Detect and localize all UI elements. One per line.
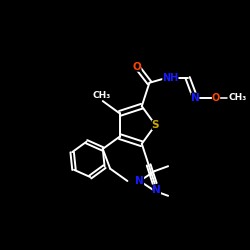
- Text: S: S: [152, 120, 159, 130]
- Text: CH₃: CH₃: [92, 91, 111, 100]
- Text: N: N: [191, 92, 200, 102]
- Text: O: O: [133, 62, 141, 72]
- Text: N: N: [152, 184, 161, 194]
- Text: N: N: [136, 176, 144, 186]
- Text: O: O: [212, 92, 220, 102]
- Text: NH: NH: [162, 73, 178, 83]
- Text: CH₃: CH₃: [228, 93, 246, 102]
